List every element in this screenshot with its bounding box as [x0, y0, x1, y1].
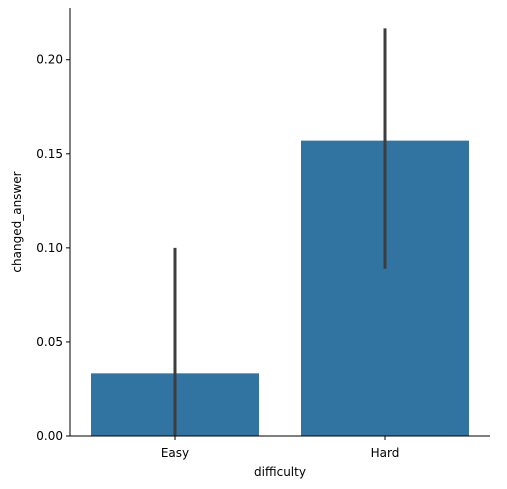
y-tick-label: 0.00 — [36, 429, 63, 443]
x-ticks: Easy Hard — [161, 436, 400, 460]
x-axis-label: difficulty — [254, 465, 306, 479]
y-ticks: 0.00 0.05 0.10 0.15 0.20 — [36, 53, 70, 443]
y-axis-label: changed_answer — [10, 171, 24, 272]
bars-layer — [91, 141, 469, 436]
x-tick-label: Hard — [371, 446, 400, 460]
x-tick-label: Easy — [161, 446, 189, 460]
y-tick-label: 0.20 — [36, 53, 63, 67]
y-tick-label: 0.10 — [36, 241, 63, 255]
y-tick-label: 0.05 — [36, 335, 63, 349]
y-tick-label: 0.15 — [36, 147, 63, 161]
